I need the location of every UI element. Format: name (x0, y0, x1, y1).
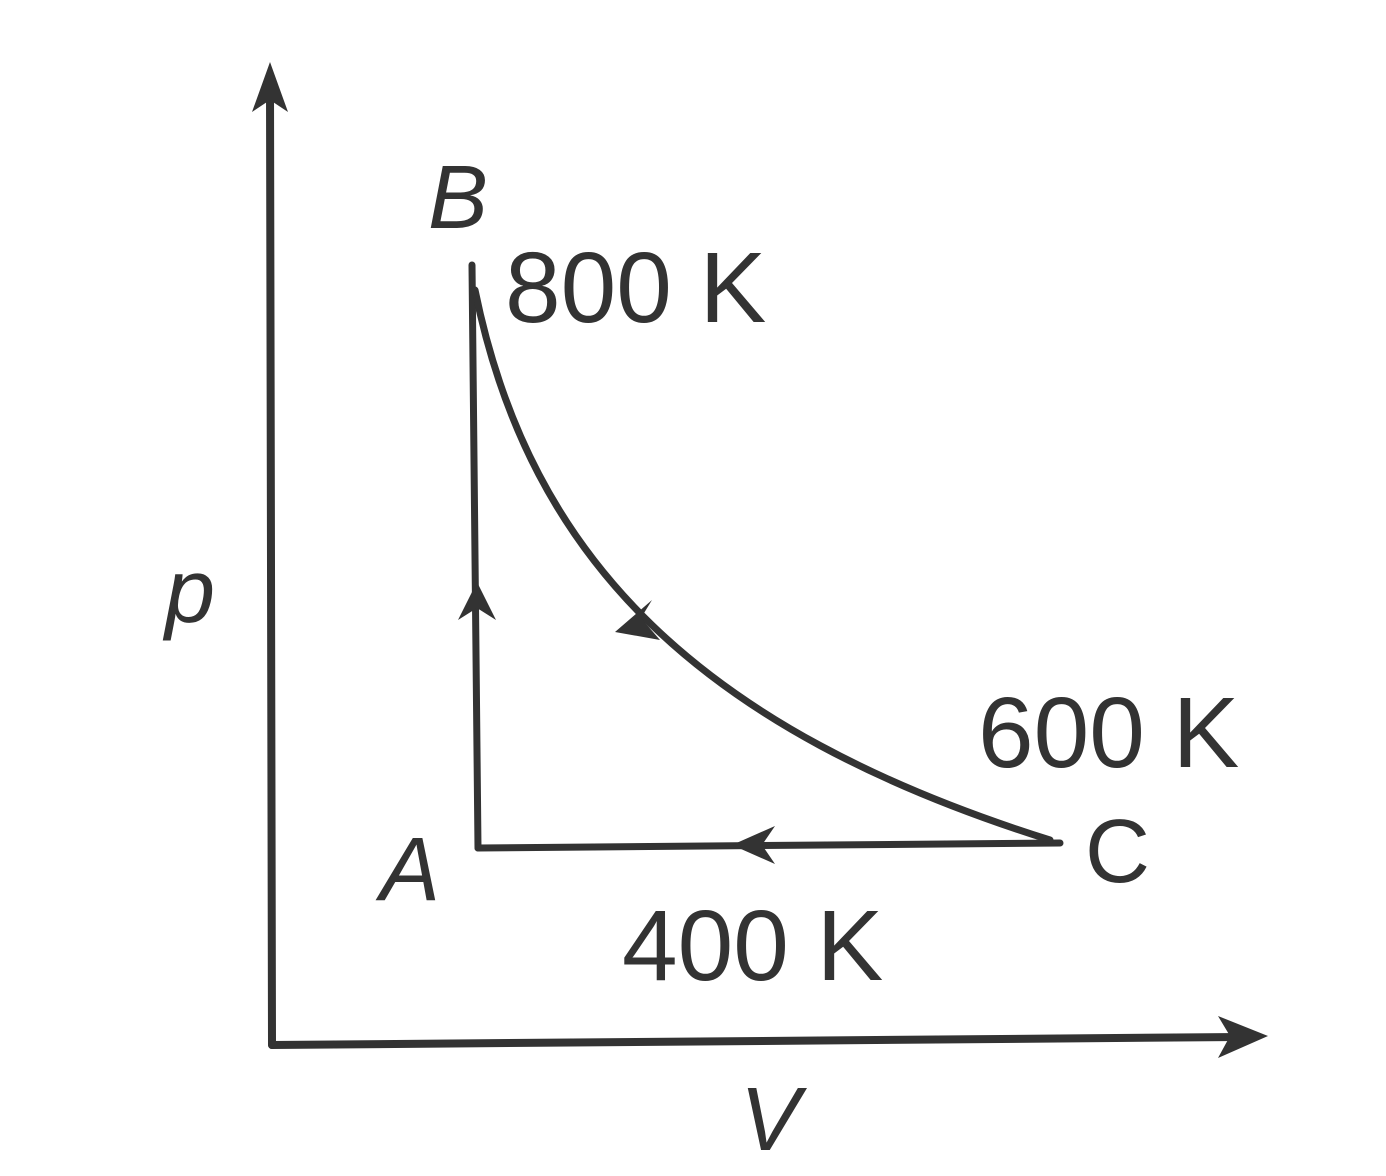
node-label: C (1085, 802, 1150, 902)
y-axis (266, 86, 276, 1049)
cycle (468, 261, 1064, 852)
y-axis-label: p (162, 542, 215, 642)
x-axis-arrow (1218, 1016, 1268, 1058)
node-temperature: 600 K (978, 677, 1239, 789)
x-axis (268, 1033, 1244, 1049)
node-label: A (375, 820, 440, 920)
process-ca (474, 839, 1064, 852)
arrow-ca (732, 826, 775, 864)
arrow-bc (615, 600, 660, 640)
node-label: B (428, 148, 488, 248)
process-ab (468, 261, 482, 852)
y-axis-arrow (252, 62, 288, 112)
axes (266, 86, 1244, 1049)
node-temperature: 400 K (622, 890, 883, 1002)
x-axis-label: V (740, 1070, 808, 1170)
node-temperature: 800 K (505, 232, 766, 344)
arrow-ab (458, 582, 496, 620)
process-bc (471, 286, 1054, 844)
